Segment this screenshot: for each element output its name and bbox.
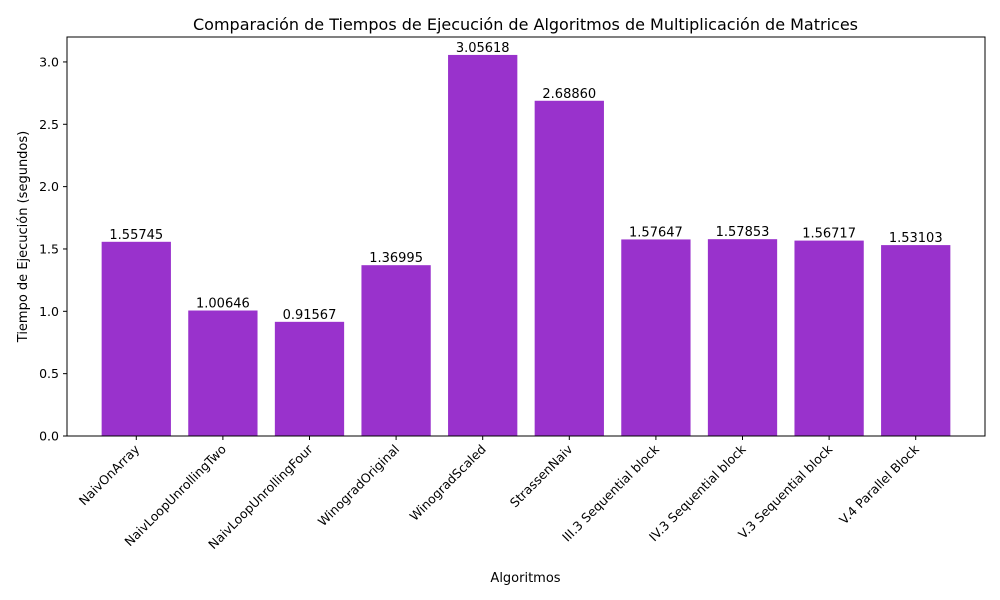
plot-area: 1.55745 1.00646 0.91567 1.36995 3.05618 2.688… bbox=[39, 36, 986, 552]
data-label: 3.05618 bbox=[456, 41, 510, 56]
bar bbox=[794, 240, 864, 436]
y-tick-label: 1.0 bbox=[39, 304, 59, 319]
x-tick-label: StrassenNaiv bbox=[507, 441, 576, 510]
data-label: 0.91567 bbox=[283, 308, 337, 323]
bar bbox=[448, 54, 518, 436]
y-tick-label: 2.0 bbox=[39, 179, 59, 194]
y-tick-label: 3.0 bbox=[39, 54, 59, 69]
y-tick-label: 2.5 bbox=[39, 117, 59, 132]
bar bbox=[621, 239, 691, 436]
x-tick-label: WinogradOriginal bbox=[315, 442, 402, 529]
y-tick-label: 0.5 bbox=[39, 366, 59, 381]
bar bbox=[707, 239, 778, 436]
bar bbox=[534, 100, 604, 436]
bar bbox=[101, 241, 171, 436]
axes-frame bbox=[66, 36, 986, 437]
x-tick-label: V.3 Sequential block bbox=[735, 441, 836, 542]
x-tick-label: III.3 Sequential block bbox=[559, 441, 663, 545]
x-tick-label: NaivOnArray bbox=[76, 441, 143, 508]
x-tick-label: WinogradScaled bbox=[407, 442, 489, 524]
data-label: 1.56717 bbox=[802, 227, 856, 242]
y-tick-label: 1.5 bbox=[39, 241, 59, 256]
data-label: 1.53103 bbox=[889, 231, 943, 246]
y-axis-label: Tiempo de Ejecución (segundos) bbox=[16, 131, 31, 343]
bar bbox=[881, 245, 951, 436]
y-tick-label: 0.0 bbox=[39, 429, 59, 444]
data-label: 1.55745 bbox=[109, 228, 163, 243]
data-label: 1.36995 bbox=[369, 251, 423, 266]
chart-title: Comparación de Tiempos de Ejecución de A… bbox=[193, 15, 858, 34]
data-label: 1.57853 bbox=[716, 225, 770, 240]
bar bbox=[274, 321, 345, 436]
bar bbox=[188, 310, 258, 436]
x-tick-label: V.4 Parallel Block bbox=[836, 441, 922, 527]
x-tick-label: IV.3 Sequential block bbox=[646, 441, 749, 544]
data-label: 1.57647 bbox=[629, 225, 683, 240]
data-label: 2.68860 bbox=[542, 87, 596, 102]
x-axis-label: Algoritmos bbox=[490, 571, 560, 586]
data-label: 1.00646 bbox=[196, 297, 250, 312]
bar bbox=[361, 265, 431, 436]
